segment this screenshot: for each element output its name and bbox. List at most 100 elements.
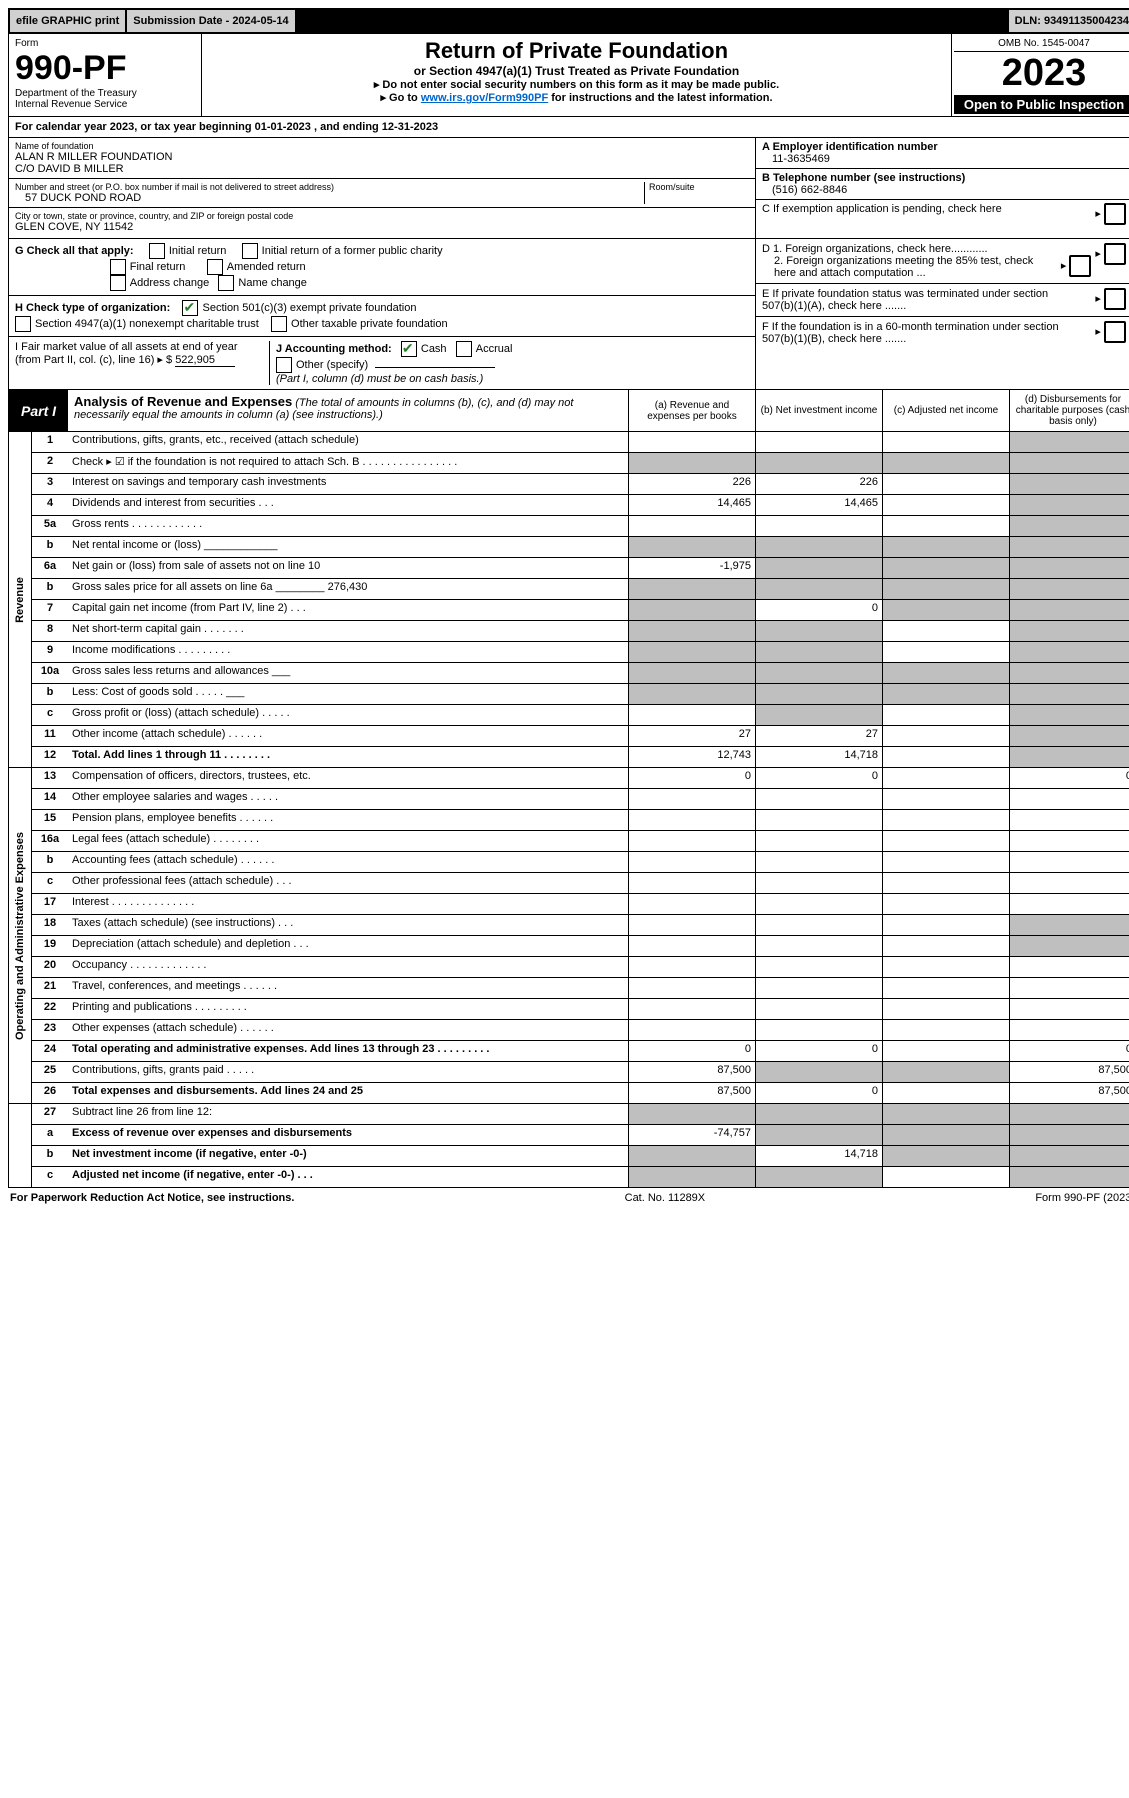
data-cell-c [882,663,1009,683]
table-row: 11Other income (attach schedule) . . . .… [32,726,1129,747]
h-4947-checkbox[interactable] [15,316,31,332]
table-row: 27Subtract line 26 from line 12: [32,1104,1129,1125]
table-row: 26Total expenses and disbursements. Add … [32,1083,1129,1103]
row-label: Printing and publications . . . . . . . … [68,999,628,1019]
d1-checkbox[interactable] [1104,243,1126,265]
table-row: 25Contributions, gifts, grants paid . . … [32,1062,1129,1083]
addr-label: Number and street (or P.O. box number if… [15,182,644,192]
row-label: Total operating and administrative expen… [68,1041,628,1061]
row-label: Contributions, gifts, grants paid . . . … [68,1062,628,1082]
table-row: bNet investment income (if negative, ent… [32,1146,1129,1167]
row-number: 10a [32,663,68,683]
city-label: City or town, state or province, country… [15,211,749,221]
final-rows: 27Subtract line 26 from line 12:aExcess … [32,1104,1129,1187]
c-checkbox[interactable] [1104,203,1126,225]
g-opt-1: Initial return of a former public charit… [262,245,443,257]
data-cell-a: 226 [628,474,755,494]
lower-right: D 1. Foreign organizations, check here..… [755,239,1129,389]
col-c-header: (c) Adjusted net income [882,390,1009,431]
e-row: E If private foundation status was termi… [756,284,1129,317]
g-final-checkbox[interactable] [110,259,126,275]
table-row: 3Interest on savings and temporary cash … [32,474,1129,495]
table-row: bNet rental income or (loss) ___________… [32,537,1129,558]
row-label: Net rental income or (loss) ____________ [68,537,628,557]
j-accrual-checkbox[interactable] [456,341,472,357]
data-cell-d: 0 [1009,1041,1129,1061]
data-cell-a [628,453,755,473]
data-cell-d [1009,978,1129,998]
row-number: 6a [32,558,68,578]
data-cell-c [882,831,1009,851]
g-opt-5: Name change [238,277,307,289]
table-row: 6aNet gain or (loss) from sale of assets… [32,558,1129,579]
data-cell-a: 27 [628,726,755,746]
table-row: 20Occupancy . . . . . . . . . . . . . [32,957,1129,978]
g-amended-checkbox[interactable] [207,259,223,275]
row-label: Occupancy . . . . . . . . . . . . . [68,957,628,977]
e-checkbox[interactable] [1104,288,1126,310]
footer: For Paperwork Reduction Act Notice, see … [8,1188,1129,1208]
table-row: bGross sales price for all assets on lin… [32,579,1129,600]
submission-date: Submission Date - 2024-05-14 [127,10,296,32]
row-label: Accounting fees (attach schedule) . . . … [68,852,628,872]
row-label: Gross profit or (loss) (attach schedule)… [68,705,628,725]
data-cell-a [628,579,755,599]
data-cell-b [755,516,882,536]
data-cell-c [882,768,1009,788]
h-row: H Check type of organization: Section 50… [9,296,755,337]
col-a-header: (a) Revenue and expenses per books [628,390,755,431]
c-cell: C If exemption application is pending, c… [756,200,1129,238]
data-cell-b [755,1062,882,1082]
j-cash: Cash [421,343,447,355]
form-subtitle: or Section 4947(a)(1) Trust Treated as P… [206,64,947,78]
calendar-year: For calendar year 2023, or tax year begi… [8,117,1129,138]
data-cell-b [755,1104,882,1124]
col-d-header: (d) Disbursements for charitable purpose… [1009,390,1129,431]
data-cell-d: 0 [1009,768,1129,788]
open-inspection: Open to Public Inspection [954,95,1129,114]
col-b-header: (b) Net investment income [755,390,882,431]
ij-row: I Fair market value of all assets at end… [9,337,755,389]
data-cell-c [882,789,1009,809]
data-cell-b [755,957,882,977]
data-cell-d [1009,1020,1129,1040]
h-501c3-checkbox[interactable] [182,300,198,316]
final-side-spacer [9,1104,32,1187]
row-number: 24 [32,1041,68,1061]
row-label: Gross sales less returns and allowances … [68,663,628,683]
h-other-checkbox[interactable] [271,316,287,332]
table-row: cAdjusted net income (if negative, enter… [32,1167,1129,1187]
data-cell-a [628,600,755,620]
f-checkbox[interactable] [1104,321,1126,343]
row-number: 26 [32,1083,68,1103]
data-cell-c [882,432,1009,452]
foundation-co: C/O DAVID B MILLER [15,163,749,175]
j-cash-checkbox[interactable] [401,341,417,357]
row-label: Capital gain net income (from Part IV, l… [68,600,628,620]
row-label: Gross sales price for all assets on line… [68,579,628,599]
g-name-checkbox[interactable] [218,275,234,291]
row-number: 5a [32,516,68,536]
revenue-side-label: Revenue [9,432,32,767]
data-cell-b [755,936,882,956]
d2-checkbox[interactable] [1069,255,1091,277]
header-right: OMB No. 1545-0047 2023 Open to Public In… [951,34,1129,116]
table-row: bAccounting fees (attach schedule) . . .… [32,852,1129,873]
g-initial-checkbox[interactable] [149,243,165,259]
row-label: Dividends and interest from securities .… [68,495,628,515]
form-link[interactable]: www.irs.gov/Form990PF [421,92,548,104]
j-other-checkbox[interactable] [276,357,292,373]
foundation-name-cell: Name of foundation ALAN R MILLER FOUNDAT… [9,138,755,179]
g-initial-public-checkbox[interactable] [242,243,258,259]
j-label: J Accounting method: [276,343,392,355]
data-cell-b [755,1167,882,1187]
data-cell-d [1009,915,1129,935]
data-cell-a [628,978,755,998]
data-cell-a [628,915,755,935]
g-addr-checkbox[interactable] [110,275,126,291]
data-cell-c [882,1146,1009,1166]
d2-label: 2. Foreign organizations meeting the 85%… [762,255,1054,279]
address-cell: Number and street (or P.O. box number if… [9,179,755,208]
efile-label[interactable]: efile GRAPHIC print [10,10,127,32]
data-cell-d [1009,642,1129,662]
